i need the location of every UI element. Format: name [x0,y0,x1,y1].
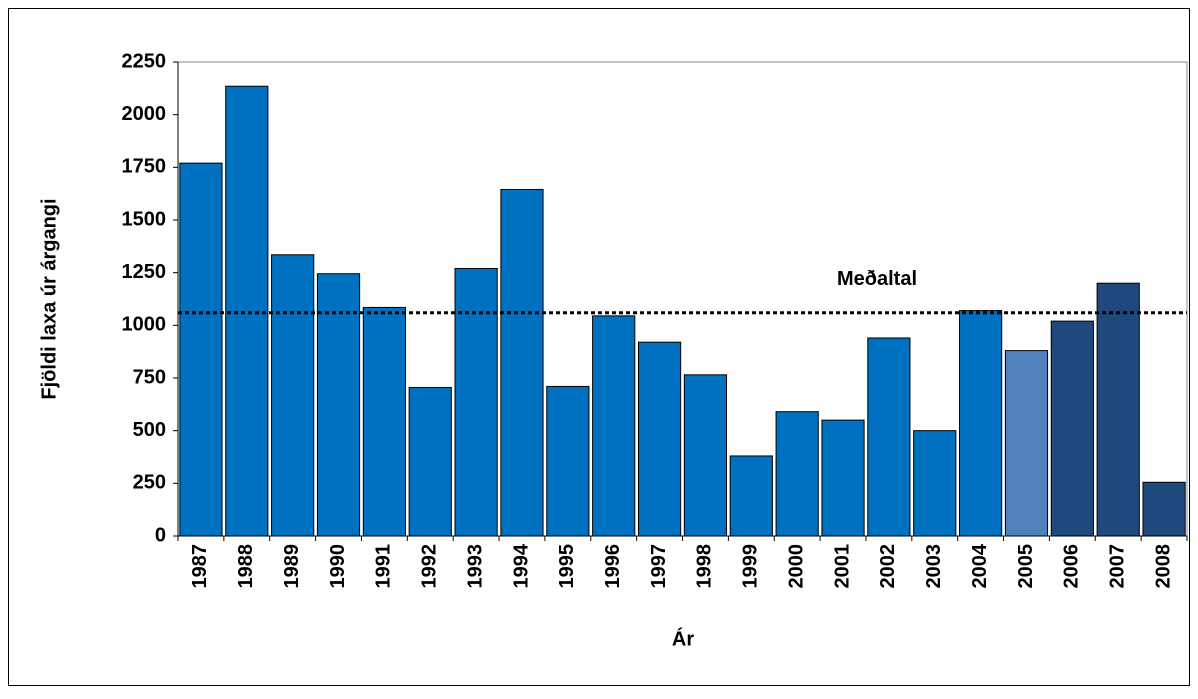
y-axis-label: Fjöldi laxa úr árgangi [38,198,60,399]
x-tick-label: 2005 [1015,544,1037,589]
x-tick-label: 1989 [281,544,303,589]
bar [316,273,361,537]
bar [592,315,636,537]
x-tick-label: 1995 [556,544,578,589]
bar [821,419,865,537]
bar [500,188,544,537]
bar [225,85,269,537]
bar [959,310,1003,537]
mean-label: Meðaltal [837,268,917,290]
y-tick-label: 0 [155,524,166,546]
bar [362,306,406,537]
x-tick-label: 1997 [648,544,670,589]
x-tick-label: 2007 [1106,544,1128,589]
bar [408,386,452,537]
y-tick-label: 1750 [122,156,167,178]
y-tick-label: 1500 [122,208,167,230]
y-tick-label: 2000 [122,103,167,125]
bar [867,337,911,537]
bar [179,162,223,537]
x-tick-label: 2002 [877,544,899,589]
y-tick-label: 500 [133,419,166,441]
x-tick-label: 1993 [464,544,486,589]
x-tick-label: 2003 [923,544,945,589]
x-tick-label: 1994 [510,543,532,588]
y-tick-label: 1250 [122,261,167,283]
y-tick-label: 250 [133,472,166,494]
x-tick-label: 1998 [694,544,716,589]
y-tick-label: 1000 [122,314,167,336]
x-tick-label: 1988 [235,544,257,589]
bar [1142,481,1186,537]
x-tick-label: 2000 [785,544,807,589]
x-tick-label: 1990 [327,544,349,589]
x-tick-label: 2004 [969,543,991,588]
bar [913,430,957,537]
x-tick-label: 1996 [602,544,624,589]
y-tick-label: 2250 [122,50,167,72]
x-tick-label: 2008 [1152,544,1174,589]
bar [271,254,315,537]
bar [683,374,728,537]
x-axis-label: Ár [672,627,694,650]
y-tick-label: 750 [133,366,166,388]
x-tick-label: 1999 [740,544,762,589]
bar [729,455,773,537]
bar [637,341,682,537]
bar [1050,320,1094,537]
bar [1096,282,1140,537]
bar [454,267,498,537]
bar [546,385,590,537]
x-tick-label: 1991 [373,544,395,589]
x-tick-label: 1987 [189,544,211,589]
x-tick-label: 1992 [419,544,441,589]
x-tick-label: 2006 [1061,544,1083,589]
bar [775,411,819,537]
x-tick-label: 2001 [831,544,853,589]
bar [1004,350,1049,537]
